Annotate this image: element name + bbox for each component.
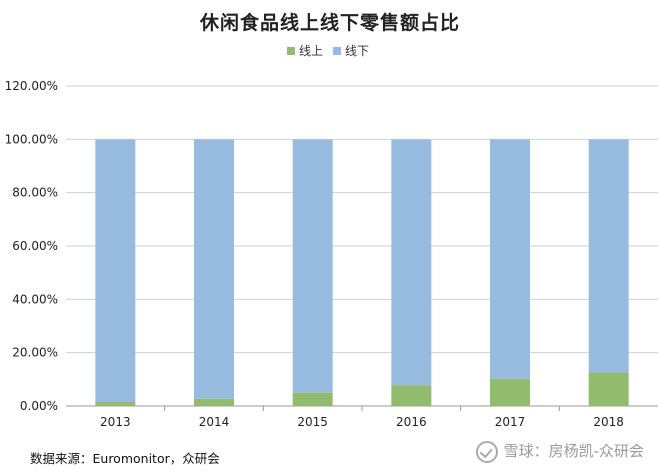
legend-label-offline: 线下 bbox=[345, 44, 369, 58]
bar-online-2014 bbox=[194, 398, 234, 406]
bar-offline-2016 bbox=[391, 139, 432, 386]
legend-label-online: 线上 bbox=[299, 44, 323, 58]
x-tick-label: 2016 bbox=[396, 415, 427, 429]
chart-title: 休闲食品线上线下零售额占比 bbox=[199, 12, 460, 34]
y-tick-label: 120.00% bbox=[5, 79, 58, 93]
bar-online-2013 bbox=[95, 402, 136, 406]
bar-offline-2017 bbox=[490, 139, 530, 379]
x-tick-label: 2017 bbox=[495, 415, 526, 429]
y-tick-label: 0.00% bbox=[20, 399, 58, 413]
bar-offline-2013 bbox=[95, 139, 136, 403]
bar-online-2018 bbox=[588, 372, 629, 406]
y-tick-label: 60.00% bbox=[12, 239, 58, 253]
x-tick-label: 2018 bbox=[593, 415, 624, 429]
x-tick-label: 2014 bbox=[199, 415, 230, 429]
bar-offline-2015 bbox=[292, 139, 333, 393]
watermark: 雪球：房杨凯-众研会 bbox=[475, 440, 644, 463]
legend-swatch-offline bbox=[333, 47, 341, 55]
y-tick-label: 80.00% bbox=[12, 186, 58, 200]
snowball-logo-icon bbox=[475, 440, 498, 463]
bar-offline-2014 bbox=[194, 139, 234, 399]
y-tick-label: 20.00% bbox=[12, 346, 58, 360]
bar-offline-2018 bbox=[588, 139, 629, 373]
watermark-text: 雪球：房杨凯-众研会 bbox=[503, 442, 644, 460]
x-tick-label: 2013 bbox=[100, 415, 131, 429]
source-note: 数据来源：Euromonitor，众研会 bbox=[30, 451, 220, 466]
bar-online-2017 bbox=[490, 378, 530, 406]
y-tick-label: 100.00% bbox=[5, 132, 58, 146]
bar-online-2016 bbox=[391, 385, 432, 406]
legend-swatch-online bbox=[287, 47, 295, 55]
bar-online-2015 bbox=[292, 392, 333, 406]
y-tick-label: 40.00% bbox=[12, 292, 58, 306]
x-tick-label: 2015 bbox=[297, 415, 328, 429]
